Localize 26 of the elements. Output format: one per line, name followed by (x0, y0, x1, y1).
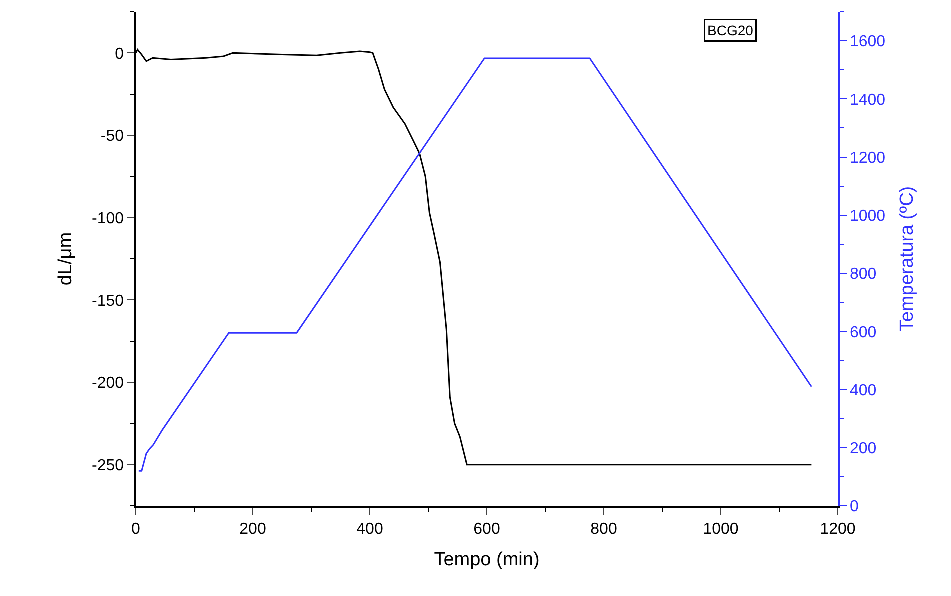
x-tick-label: 0 (132, 520, 141, 538)
y2-tick-label: 1000 (850, 208, 886, 226)
x-tick-label: 1200 (820, 520, 856, 538)
y2-tick-label: 600 (850, 324, 877, 342)
x-tick-label: 1000 (703, 520, 739, 538)
y2-tick-label: 400 (850, 382, 877, 400)
y-tick-label: -100 (92, 210, 124, 228)
y2-axis-title: Temperatura (ºC) (896, 186, 918, 332)
y-tick-label: -50 (100, 128, 124, 146)
x-tick-label: 200 (240, 520, 266, 538)
y-tick-label: -200 (92, 375, 124, 392)
y2-tick-label: 1200 (850, 150, 886, 167)
x-axis-title: Tempo (min) (434, 549, 540, 570)
x-tick-label: 800 (590, 520, 618, 538)
y-tick-label: 0 (115, 46, 124, 63)
y-axis-title: dL/μm (55, 232, 76, 286)
x-tick-label: 600 (474, 520, 500, 538)
y-tick-label: -150 (92, 292, 124, 310)
y2-tick-label: 200 (850, 440, 877, 458)
y2-tick-label: 800 (850, 266, 877, 284)
y2-tick-label: 1400 (850, 92, 886, 109)
x-tick-label: 400 (356, 520, 384, 538)
annotation: BCG20 (708, 22, 754, 38)
y2-tick-label: 1600 (850, 34, 886, 51)
y2-tick-label: 0 (850, 498, 859, 516)
y-tick-label: -250 (92, 457, 124, 474)
